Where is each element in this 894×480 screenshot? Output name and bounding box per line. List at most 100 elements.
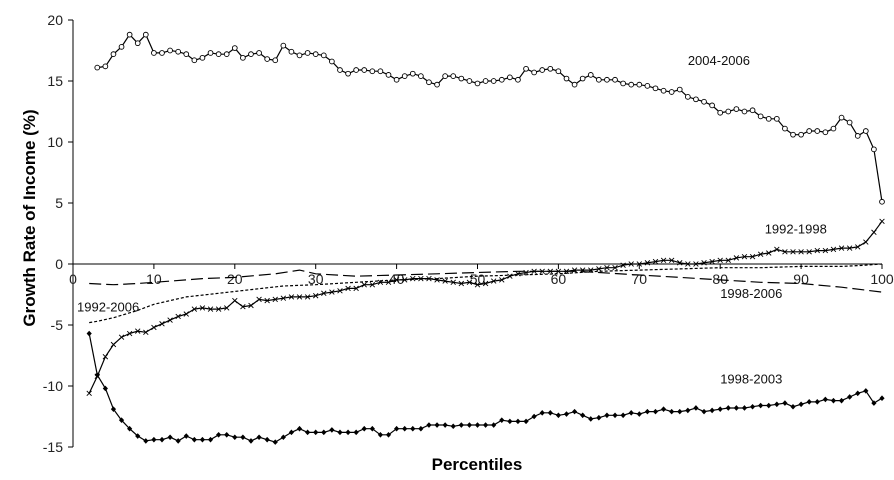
data-point: [280, 295, 287, 301]
data-point: [159, 321, 165, 327]
data-point: [474, 80, 481, 87]
data-point: [652, 408, 659, 415]
data-point: [523, 418, 529, 425]
data-point: [191, 436, 197, 443]
data-point: [863, 388, 869, 394]
data-point: [620, 412, 626, 419]
series-1998-2006: [89, 269, 883, 293]
data-point: [571, 408, 578, 415]
data-point: [264, 436, 270, 443]
data-point: [612, 264, 618, 271]
data-point: [498, 76, 505, 83]
data-point: [733, 106, 740, 112]
data-point: [410, 425, 416, 432]
data-point: [773, 115, 780, 122]
data-point: [102, 63, 109, 70]
data-point: [652, 85, 659, 92]
data-point: [612, 412, 618, 419]
data-point: [223, 51, 230, 58]
data-point: [644, 83, 651, 89]
data-point: [628, 261, 634, 267]
data-point: [838, 245, 845, 251]
data-point: [563, 75, 570, 82]
data-point: [329, 289, 335, 295]
data-point: [450, 423, 456, 430]
series-2004-2006: [94, 31, 885, 205]
data-point: [321, 290, 327, 296]
data-point: [175, 48, 182, 55]
data-point: [450, 73, 457, 79]
data-point: [515, 418, 521, 425]
data-point: [798, 131, 804, 138]
data-point: [790, 131, 796, 138]
data-point: [434, 81, 440, 88]
data-point: [749, 253, 756, 260]
data-point: [312, 293, 319, 299]
data-point: [757, 113, 764, 120]
data-point: [717, 406, 723, 412]
data-point: [806, 399, 812, 405]
y-tick-label: -10: [43, 378, 63, 394]
data-point: [531, 413, 537, 420]
data-point: [199, 436, 206, 443]
data-point: [798, 401, 804, 408]
data-point: [482, 78, 489, 84]
data-point: [871, 229, 877, 235]
data-point: [701, 260, 707, 266]
data-point: [320, 52, 327, 59]
data-point: [814, 399, 820, 405]
data-point: [134, 40, 141, 47]
data-point: [385, 432, 392, 438]
data-point: [240, 434, 246, 441]
data-point: [749, 107, 756, 114]
data-point: [539, 67, 546, 73]
data-point: [442, 278, 448, 284]
data-point: [199, 305, 206, 311]
data-point: [596, 266, 602, 272]
data-point: [151, 324, 157, 331]
series-line: [97, 33, 883, 202]
data-point: [110, 51, 117, 58]
data-point: [394, 425, 400, 432]
data-point: [838, 114, 845, 121]
data-point: [709, 102, 715, 109]
data-point: [175, 313, 181, 320]
data-point: [102, 354, 109, 360]
data-point: [685, 407, 691, 414]
y-tick-label: 10: [47, 134, 63, 150]
series-label: 1998-2006: [720, 286, 782, 301]
data-point: [604, 412, 610, 419]
data-point: [256, 434, 262, 441]
data-point: [215, 306, 222, 312]
series-line: [89, 263, 883, 324]
data-point: [426, 79, 432, 86]
data-point: [660, 406, 667, 412]
data-point: [879, 198, 885, 205]
data-point: [798, 249, 804, 255]
series-label: 1992-1998: [765, 222, 827, 237]
data-point: [231, 45, 238, 51]
data-point: [644, 260, 651, 266]
data-point: [280, 42, 287, 49]
data-point: [240, 303, 246, 310]
data-point: [725, 257, 732, 264]
data-point: [846, 119, 853, 126]
data-point: [595, 76, 602, 83]
data-point: [256, 296, 262, 303]
data-point: [207, 306, 214, 312]
data-point: [442, 73, 448, 79]
data-point: [725, 108, 732, 115]
data-point: [458, 422, 464, 428]
data-point: [636, 81, 643, 88]
data-point: [377, 68, 384, 75]
data-point: [677, 408, 683, 415]
data-point: [337, 288, 343, 294]
data-point: [499, 417, 505, 423]
data-point: [167, 47, 173, 54]
data-point: [458, 75, 465, 82]
y-tick-label: -5: [51, 317, 64, 333]
data-point: [604, 264, 610, 271]
data-point: [215, 51, 222, 58]
data-point: [450, 279, 456, 286]
y-tick-label: 15: [47, 73, 63, 89]
